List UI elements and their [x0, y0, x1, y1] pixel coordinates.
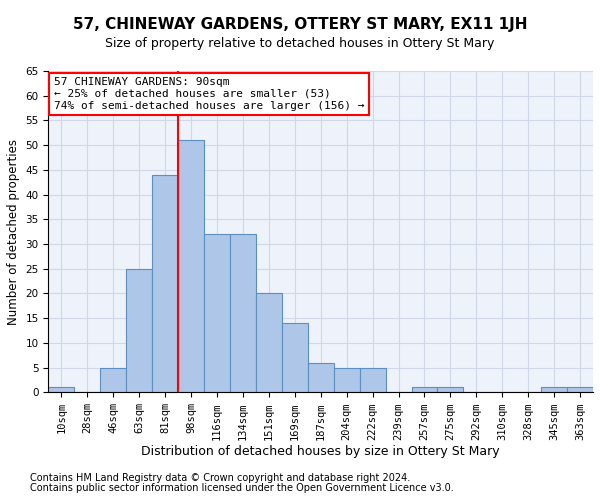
Bar — [359, 368, 386, 392]
Text: 57 CHINEWAY GARDENS: 90sqm
← 25% of detached houses are smaller (53)
74% of semi: 57 CHINEWAY GARDENS: 90sqm ← 25% of deta… — [54, 78, 364, 110]
Bar — [256, 294, 282, 392]
Bar — [152, 175, 178, 392]
Text: Contains public sector information licensed under the Open Government Licence v3: Contains public sector information licen… — [30, 483, 454, 493]
Bar — [308, 362, 334, 392]
Bar — [282, 323, 308, 392]
Bar — [204, 234, 230, 392]
Bar — [541, 388, 567, 392]
Bar — [49, 388, 74, 392]
Bar — [178, 140, 204, 392]
Text: 57, CHINEWAY GARDENS, OTTERY ST MARY, EX11 1JH: 57, CHINEWAY GARDENS, OTTERY ST MARY, EX… — [73, 18, 527, 32]
Bar — [126, 268, 152, 392]
Bar — [230, 234, 256, 392]
X-axis label: Distribution of detached houses by size in Ottery St Mary: Distribution of detached houses by size … — [142, 445, 500, 458]
Text: Contains HM Land Registry data © Crown copyright and database right 2024.: Contains HM Land Registry data © Crown c… — [30, 473, 410, 483]
Bar — [412, 388, 437, 392]
Bar — [100, 368, 126, 392]
Bar — [567, 388, 593, 392]
Y-axis label: Number of detached properties: Number of detached properties — [7, 138, 20, 324]
Bar — [334, 368, 359, 392]
Text: Size of property relative to detached houses in Ottery St Mary: Size of property relative to detached ho… — [106, 38, 494, 51]
Bar — [437, 388, 463, 392]
